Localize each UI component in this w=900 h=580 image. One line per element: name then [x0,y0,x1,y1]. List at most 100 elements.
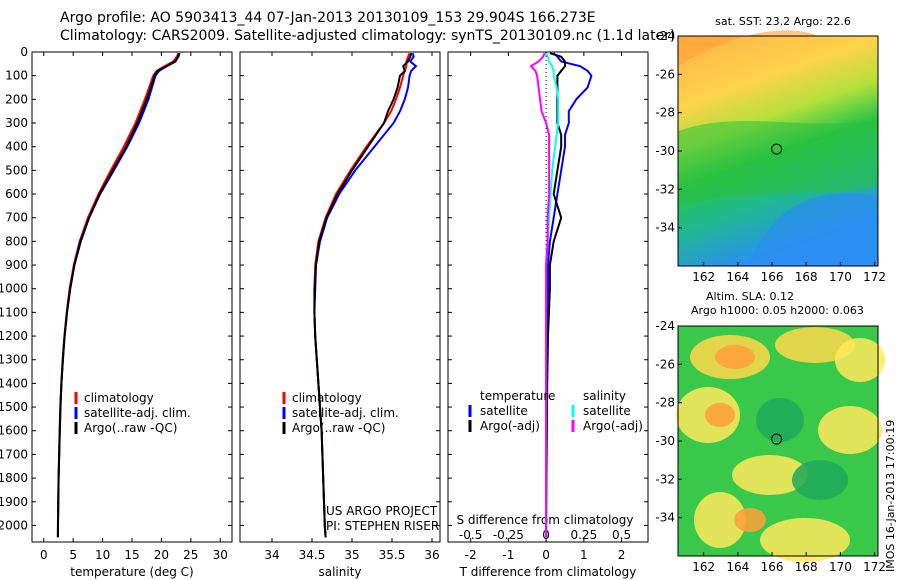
depth-tick-label: 100 [5,69,28,83]
temperature-xtick-label: 25 [183,548,198,562]
depth-tick-label: 1900 [0,495,28,509]
series-line-t-argo-adj- [545,52,566,538]
header-line-1: Argo profile: AO 5903413_44 07-Jan-2013 … [60,10,596,26]
depth-tick-label: 1700 [0,447,28,461]
legend-label: satellite-adj. clim. [292,406,399,420]
temperature-xtick-label: 20 [154,548,169,562]
sla_map-xtick-label: 168 [795,560,818,574]
sla_map-xtick-label: 164 [726,560,749,574]
argo-position-marker [771,143,783,155]
depth-tick-label: 1600 [0,424,28,438]
sst_map-ytick-label: -32 [655,182,675,196]
series-line-argo [56,52,181,538]
sla-map-subtitle: Argo h1000: 0.05 h2000: 0.063 [691,304,864,317]
series-line-satellite [313,52,418,538]
salinity-xtick-label: 34 [264,548,279,562]
series-line-s-argo-adj- [529,52,551,538]
sla-anomaly-blob [775,327,855,363]
depth-tick-label: 600 [5,187,28,201]
legend-label: Argo(..raw -QC) [292,421,385,435]
depth-tick-label: 2000 [0,518,28,532]
sla_map-xtick-label: 162 [692,560,715,574]
sla_map-ytick-label: -26 [655,357,675,371]
difference-xtick-label: -1 [502,548,514,562]
depth-tick-label: 400 [5,140,28,154]
s-diff-label: S difference from climatology [457,513,634,527]
s-tick-label: 0.25 [570,528,597,542]
legend-label: satellite-adj. clim. [84,406,191,420]
series-line-t-satellite [545,52,593,538]
legend-label: satellite [583,404,631,418]
sla_map-ytick-label: -28 [655,396,675,410]
sla-anomaly-blob [694,492,746,548]
depth-tick-label: 1500 [0,400,28,414]
sla_map-ytick-label: -34 [655,511,675,525]
legend-temperature-title: temperature [480,389,555,403]
depth-tick-label: 800 [5,234,28,248]
project-label: US ARGO PROJECT [326,504,438,518]
temperature-xtick-label: 30 [213,548,228,562]
s-tick-label: -0.5 [459,528,482,542]
sla_map-ytick-label: -24 [655,319,675,333]
sla-anomaly-blob [732,455,808,495]
difference-xtick-label: 2 [618,548,626,562]
argo-position-marker [771,433,783,445]
difference-xtick-label: 1 [580,548,588,562]
legend-label: climatology [84,391,154,405]
sla-anomaly-blob [734,508,766,532]
depth-tick-label: 1800 [0,471,28,485]
difference-xtick-label: 0 [542,548,550,562]
temperature-xtick-label: 15 [124,548,139,562]
salinity-xlabel: salinity [318,565,361,579]
depth-tick-label: 700 [5,211,28,225]
sla-anomaly-blob [705,403,735,427]
salinity-axes-frame [239,51,441,543]
depth-tick-label: 300 [5,116,28,130]
sla_map-xtick-label: 170 [829,560,852,574]
legend-label: climatology [292,391,362,405]
legend-salinity-title: salinity [583,389,626,403]
sla-anomaly-blob [715,345,755,369]
s-tick-label: -0.25 [493,528,524,542]
difference-axes-frame [447,51,649,543]
sst_map-xtick-label: 166 [761,270,784,284]
depth-tick-label: 1200 [0,329,28,343]
series-line-argo [313,52,413,538]
s-tick-label: 0.5 [612,528,631,542]
sla_map-xtick-label: 166 [761,560,784,574]
sla_map-ytick-label: -32 [655,472,675,486]
header-line-2: Climatology: CARS2009. Satellite-adjuste… [60,28,676,44]
legend-label: Argo(..raw -QC) [84,421,177,435]
difference-xtick-label: -2 [465,548,477,562]
temperature-xtick-label: 0 [40,548,48,562]
legend-label: Argo(-adj) [480,419,540,433]
depth-tick-label: 1100 [0,305,28,319]
sla-anomaly-blob [756,398,804,442]
sla-anomaly-blob [792,460,848,500]
series-line-satellite [56,52,181,538]
sst_map-xtick-label: 170 [829,270,852,284]
imos-timestamp: IMOS 16-Jan-2013 17:00:19 [884,419,897,572]
sla_map-ytick-label: -30 [655,434,675,448]
legend-label: Argo(-adj) [583,419,643,433]
sst-map-title: sat. SST: 23.2 Argo: 22.6 [715,15,851,28]
sst_map-xtick-label: 164 [726,270,749,284]
depth-tick-label: 200 [5,92,28,106]
temperature-xtick-label: 5 [69,548,77,562]
sst_map-ytick-label: -26 [655,67,675,81]
temperature-xlabel: temperature (deg C) [70,565,193,579]
series-line-climatology [56,52,180,538]
sla_map-xtick-label: 172 [863,560,886,574]
difference-xlabel: T difference from climatology [459,565,637,579]
sla-anomaly-blob [835,338,885,382]
depth-tick-label: 0 [20,45,28,59]
salinity-xtick-label: 34.5 [299,548,326,562]
depth-tick-label: 1300 [0,353,28,367]
series-line-climatology [313,52,411,538]
temperature-axes-frame [31,51,233,543]
sla-anomaly-blob [818,406,882,454]
legend-label: satellite [480,404,528,418]
sst_map-ytick-label: -34 [655,221,675,235]
salinity-xtick-label: 35.5 [379,548,406,562]
sst_map-xtick-label: 162 [692,270,715,284]
